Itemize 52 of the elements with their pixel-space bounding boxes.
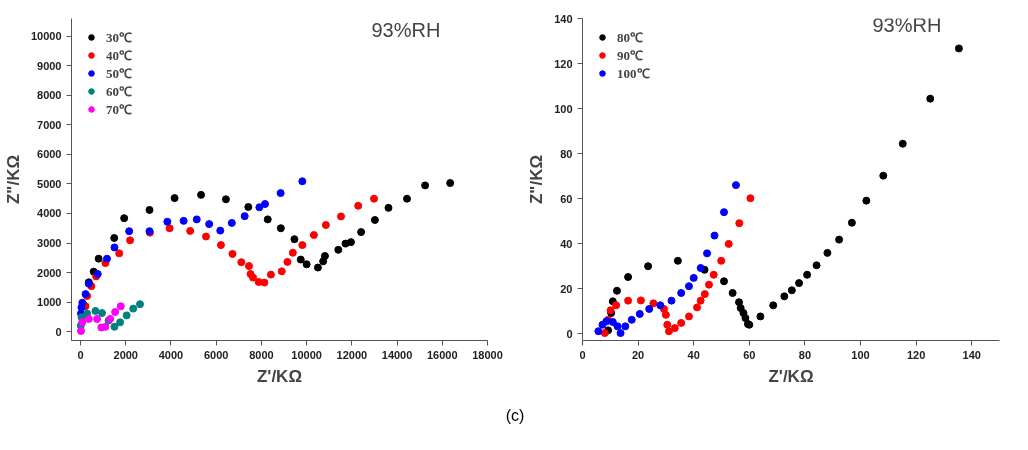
y-tick-label: 7000 xyxy=(37,118,62,131)
y-tick-label: 20 xyxy=(560,282,573,295)
x-tick-label: 10000 xyxy=(291,348,322,361)
x-tick-label: 8000 xyxy=(249,348,274,361)
y-tick-label: 2000 xyxy=(37,266,62,279)
legend-label: 70℃ xyxy=(106,101,132,118)
y-tick-label: 4000 xyxy=(37,207,62,220)
legend-label: 60℃ xyxy=(106,83,132,100)
y-tick-label: 100 xyxy=(554,102,573,115)
x-tick-label: 4000 xyxy=(158,348,184,361)
legend-label: 80℃ xyxy=(617,29,643,46)
x-axis-title: Z'/KΩ xyxy=(256,366,303,386)
y-tick-label: 3000 xyxy=(37,237,62,250)
x-tick-label: 140 xyxy=(962,348,981,361)
y-tick-label: 5000 xyxy=(37,177,62,190)
x-tick-label: 0 xyxy=(77,348,84,361)
legend-label: 30℃ xyxy=(106,29,132,46)
legend-label: 90℃ xyxy=(617,47,643,64)
x-tick-label: 120 xyxy=(906,348,926,361)
text: (c) xyxy=(505,406,525,426)
x-tick-label: 12000 xyxy=(336,348,368,361)
x-tick-label: 80 xyxy=(798,348,812,361)
x-tick-label: 20 xyxy=(631,348,645,361)
y-tick-label: 0 xyxy=(566,327,573,340)
x-tick-label: 0 xyxy=(579,348,586,361)
y-tick-label: 8000 xyxy=(37,89,62,102)
y-tick-label: 120 xyxy=(554,57,573,70)
y-tick-label: 6000 xyxy=(37,148,62,161)
x-tick-label: 40 xyxy=(687,348,700,361)
x-tick-label: 2000 xyxy=(113,348,139,361)
x-tick-label: 14000 xyxy=(381,348,413,361)
y-tick-label: 40 xyxy=(560,237,573,250)
annotation: 93%RH xyxy=(872,13,942,36)
x-tick-label: 16000 xyxy=(426,348,458,361)
annotation: 93%RH xyxy=(371,18,441,41)
x-tick-label: 18000 xyxy=(472,348,503,361)
legend-label: 100℃ xyxy=(617,65,650,82)
x-tick-label: 60 xyxy=(743,348,756,361)
y-tick-label: 140 xyxy=(554,12,573,25)
legend-label: 40℃ xyxy=(106,47,132,64)
y-tick-label: 9000 xyxy=(37,59,62,72)
y-tick-label: 10000 xyxy=(30,30,62,43)
x-tick-label: 100 xyxy=(851,348,870,361)
y-axis-title: Z"/KΩ xyxy=(527,154,547,205)
y-axis-title: Z"/KΩ xyxy=(3,154,23,205)
y-tick-label: 1000 xyxy=(37,296,62,309)
y-tick-label: 60 xyxy=(560,192,573,205)
legend-label: 50℃ xyxy=(106,65,132,82)
y-tick-label: 0 xyxy=(55,325,62,338)
y-tick-label: 80 xyxy=(560,147,573,160)
x-axis-title: Z'/KΩ xyxy=(768,366,814,386)
x-tick-label: 6000 xyxy=(203,348,229,361)
